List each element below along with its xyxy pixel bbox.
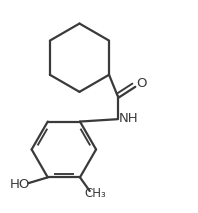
Text: CH₃: CH₃	[84, 187, 106, 200]
Text: O: O	[136, 76, 147, 90]
Text: NH: NH	[118, 112, 138, 125]
Text: HO: HO	[10, 178, 30, 191]
